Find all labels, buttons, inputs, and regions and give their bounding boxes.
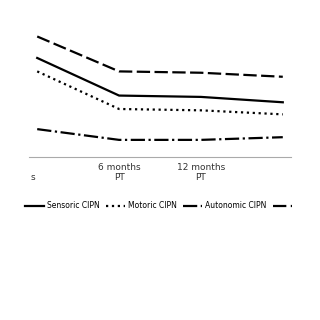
- Legend: Sensoric CIPN, Motoric CIPN, Autonomic CIPN, : Sensoric CIPN, Motoric CIPN, Autonomic C…: [22, 198, 298, 213]
- Text: s: s: [31, 173, 36, 182]
